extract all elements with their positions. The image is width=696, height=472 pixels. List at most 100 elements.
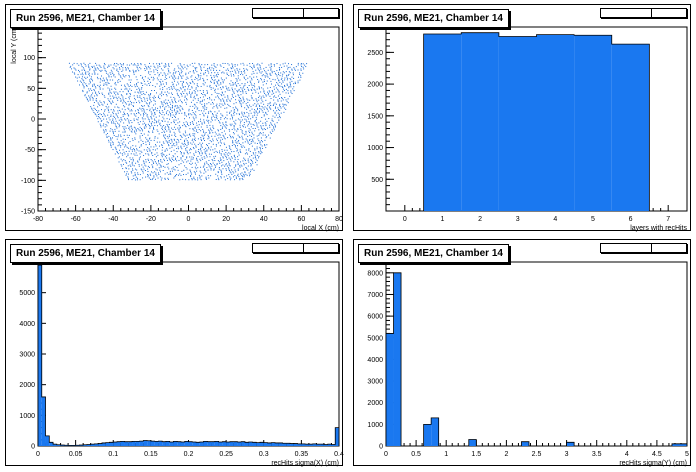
scatter-point <box>195 145 197 147</box>
scatter-point <box>240 161 242 163</box>
scatter-point <box>275 106 277 108</box>
scatter-point <box>237 134 239 136</box>
scatter-point <box>84 76 86 78</box>
scatter-point <box>150 159 152 161</box>
scatter-point <box>251 98 253 100</box>
scatter-point <box>139 90 141 92</box>
scatter-point <box>262 111 264 113</box>
histogram-bar <box>248 442 253 446</box>
scatter-point <box>155 145 157 147</box>
scatter-point <box>131 127 133 129</box>
scatter-point <box>256 114 258 116</box>
scatter-point <box>161 144 163 146</box>
scatter-point <box>244 118 246 120</box>
scatter-point <box>81 66 83 68</box>
scatter-point <box>234 82 236 84</box>
scatter-point <box>255 69 257 71</box>
scatter-point <box>71 71 73 73</box>
scatter-point <box>251 161 253 163</box>
scatter-point <box>192 111 194 113</box>
scatter-point <box>215 173 217 175</box>
scatter-point <box>146 97 148 99</box>
scatter-point <box>107 108 109 110</box>
scatter-point <box>157 121 159 123</box>
scatter-point <box>162 69 164 71</box>
scatter-point <box>297 64 299 66</box>
scatter-point <box>208 153 210 155</box>
scatter-point <box>163 102 165 104</box>
scatter-point <box>174 116 176 118</box>
scatter-point <box>203 119 205 121</box>
scatter-point <box>196 158 198 160</box>
scatter-point <box>219 87 221 89</box>
scatter-point <box>235 176 237 178</box>
scatter-point <box>242 92 244 94</box>
scatter-point <box>214 160 216 162</box>
scatter-point <box>124 113 126 115</box>
scatter-point <box>206 75 208 77</box>
scatter-point <box>174 68 176 70</box>
scatter-point <box>137 64 139 66</box>
scatter-point <box>145 161 147 163</box>
scatter-point <box>193 130 195 132</box>
scatter-point <box>142 140 144 142</box>
scatter-point <box>171 104 173 106</box>
scatter-point <box>94 67 96 69</box>
scatter-point <box>233 120 235 122</box>
scatter-point <box>168 157 170 159</box>
scatter-point <box>128 150 130 152</box>
scatter-point <box>128 119 130 121</box>
scatter-point <box>112 131 114 133</box>
scatter-point <box>174 145 176 147</box>
scatter-point <box>134 138 136 140</box>
scatter-point <box>212 162 214 164</box>
scatter-point <box>138 100 140 102</box>
scatter-point <box>256 123 258 125</box>
scatter-point <box>109 88 111 90</box>
scatter-point <box>117 141 119 143</box>
scatter-point <box>225 157 227 159</box>
scatter-point <box>156 175 158 177</box>
scatter-point <box>114 130 116 132</box>
scatter-point <box>143 168 145 170</box>
scatter-point <box>167 99 169 101</box>
scatter-point <box>241 137 243 139</box>
scatter-point <box>171 168 173 170</box>
scatter-point <box>86 98 88 100</box>
scatter-point <box>181 136 183 138</box>
scatter-point <box>252 123 254 125</box>
scatter-point <box>167 166 169 168</box>
scatter-point <box>185 126 187 128</box>
scatter-point <box>242 179 244 181</box>
scatter-point <box>94 108 96 110</box>
scatter-point <box>135 145 137 147</box>
scatter-point <box>136 79 138 81</box>
scatter-point <box>218 133 220 135</box>
scatter-point <box>91 94 93 96</box>
scatter-point <box>255 110 257 112</box>
scatter-point <box>197 167 199 169</box>
scatter-point <box>233 112 235 114</box>
scatter-point <box>213 164 215 166</box>
scatter-point <box>218 179 220 181</box>
scatter-point <box>210 80 212 82</box>
scatter-point <box>181 107 183 109</box>
scatter-point <box>124 85 126 87</box>
scatter-point <box>184 111 186 113</box>
scatter-point <box>130 125 132 127</box>
scatter-point <box>241 172 243 174</box>
scatter-point <box>123 141 125 143</box>
scatter-point <box>285 108 287 110</box>
scatter-point <box>117 99 119 101</box>
scatter-point <box>184 135 186 137</box>
scatter-point <box>117 70 119 72</box>
scatter-point <box>163 142 165 144</box>
scatter-point <box>152 76 154 78</box>
scatter-point <box>138 157 140 159</box>
histogram-bar <box>105 442 110 446</box>
scatter-point <box>171 81 173 83</box>
scatter-point <box>281 86 283 88</box>
scatter-point <box>202 112 204 114</box>
scatter-point <box>232 90 234 92</box>
scatter-point <box>233 155 235 157</box>
